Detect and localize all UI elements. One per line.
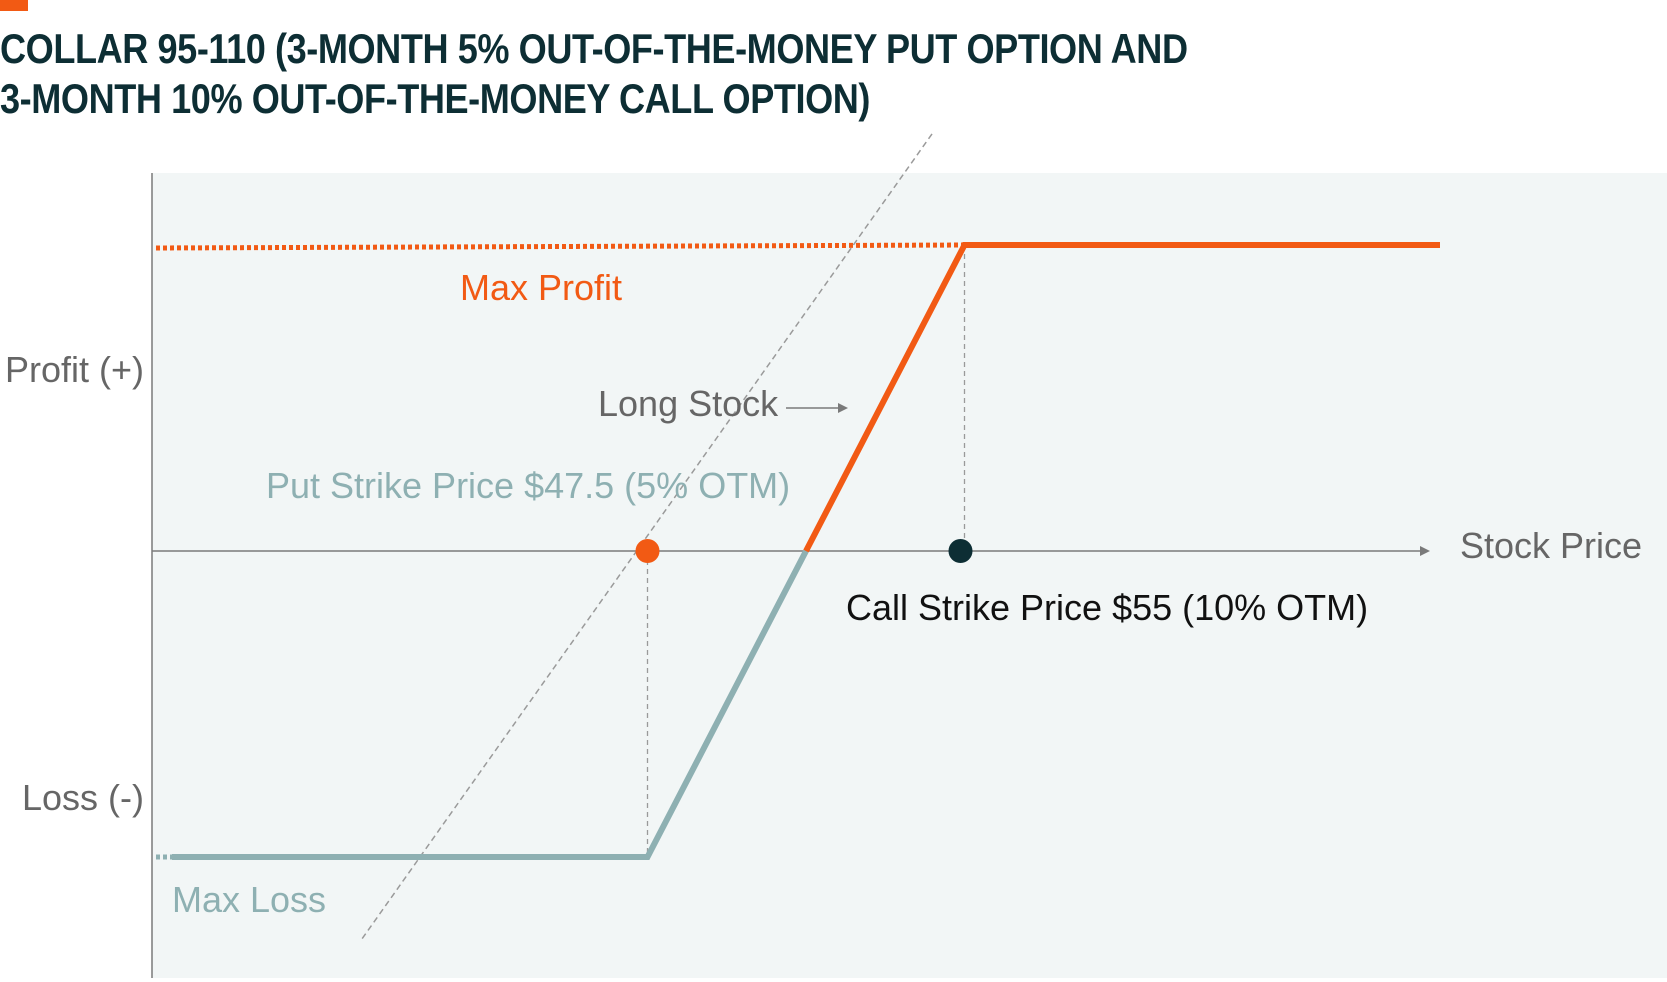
y-label-loss: Loss (-)	[22, 777, 144, 818]
collar-profit-segment	[803, 242, 1440, 553]
put-strike-label: Put Strike Price $47.5 (5% OTM)	[266, 465, 790, 506]
plot-background	[152, 173, 1667, 978]
y-label-profit: Profit (+)	[5, 349, 144, 390]
accent-bar	[0, 0, 28, 11]
max-profit-dotted-line	[155, 242, 965, 251]
long-stock-label: Long Stock	[598, 383, 779, 424]
max-profit-label: Max Profit	[460, 267, 622, 308]
chart-title: COLLAR 95-110 (3-MONTH 5% OUT-OF-THE-MON…	[0, 24, 1204, 124]
call-strike-dot	[948, 539, 973, 563]
x-axis-label: Stock Price	[1460, 525, 1642, 566]
long-stock-line	[361, 132, 934, 940]
max-loss-label: Max Loss	[172, 879, 326, 920]
put-strike-dot	[635, 539, 660, 563]
chart-title-line-2: 3-MONTH 10% OUT-OF-THE-MONEY CALL OPTION…	[0, 75, 871, 122]
chart-title-line-1: COLLAR 95-110 (3-MONTH 5% OUT-OF-THE-MON…	[0, 25, 1188, 72]
call-strike-label: Call Strike Price $55 (10% OTM)	[846, 587, 1368, 628]
collar-loss-segment	[172, 549, 809, 860]
